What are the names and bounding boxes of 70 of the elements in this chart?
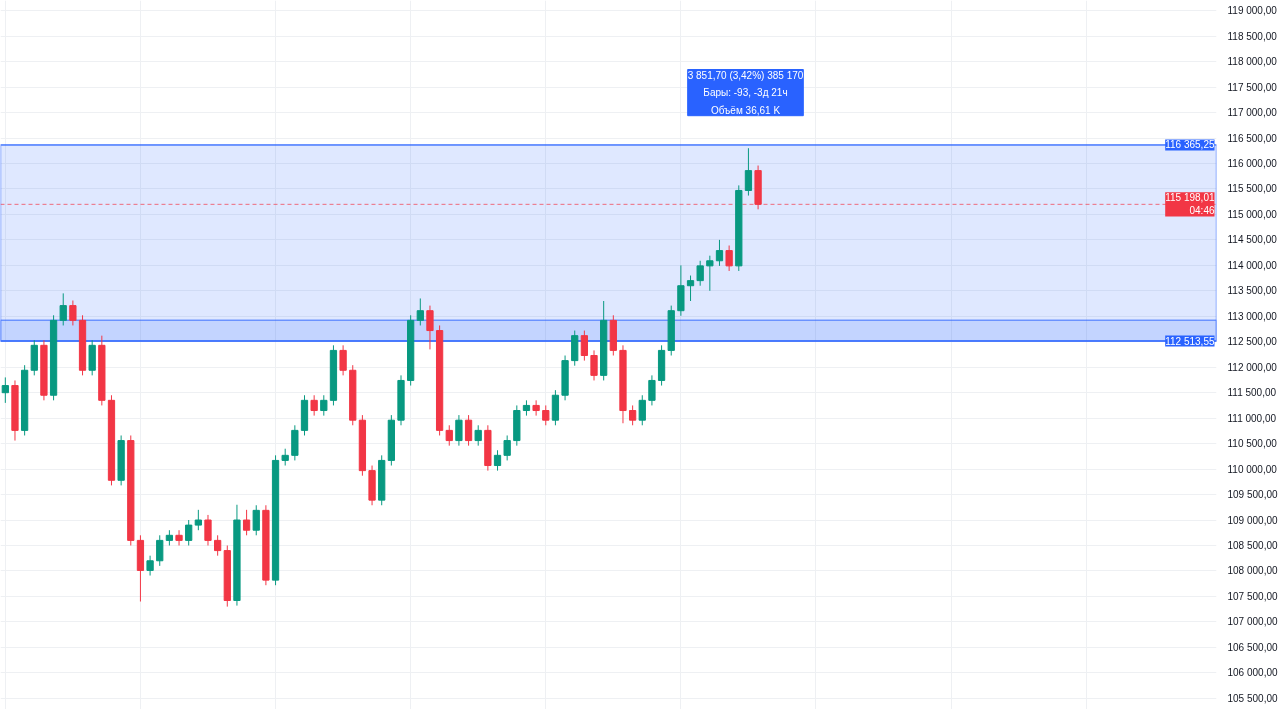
y-tick-label: 111 500,00 (1227, 387, 1277, 399)
candlestick (204, 514, 212, 546)
y-tick-label: 106 500,00 (1227, 641, 1278, 653)
y-tick-label: 118 500,00 (1227, 30, 1278, 42)
candlestick (696, 260, 704, 287)
y-tick-label: 116 000,00 (1227, 157, 1278, 169)
candlestick (146, 555, 154, 577)
y-tick-label: 112 500,00 (1227, 336, 1278, 348)
candlestick (628, 404, 637, 426)
candlestick (493, 449, 502, 472)
y-tick-label: 116 500,00 (1227, 132, 1278, 144)
annotation: 3 851,70 (3,42%) 385 170 (687, 69, 804, 81)
y-tick-label: 106 000,00 (1227, 667, 1278, 679)
y-tick-label: 113 500,00 (1227, 285, 1278, 297)
candlestick (474, 424, 482, 447)
candlestick (464, 414, 473, 447)
y-tick-label: 112 000,00 (1227, 361, 1278, 373)
y-tick-label: 107 500,00 (1227, 590, 1278, 602)
candlestick (320, 394, 328, 417)
candlestick (445, 424, 453, 447)
candlestick (426, 305, 434, 350)
candlestick (725, 244, 733, 272)
y-tick-label: 118 000,00 (1227, 56, 1278, 68)
candlestick (214, 534, 222, 557)
candlestick (175, 529, 183, 546)
ref-line-label: 115 198,01 04:46 (1165, 192, 1215, 217)
candlestick (532, 399, 540, 417)
y-tick-label: 107 000,00 (1227, 616, 1278, 628)
candlestick (715, 239, 724, 267)
y-tick-label: 114 500,00 (1227, 234, 1278, 246)
ref-line-label: 116 365,25 (1165, 139, 1215, 151)
candlestick (310, 394, 318, 417)
y-tick-label: 110 500,00 (1227, 438, 1278, 450)
candlestick (194, 509, 202, 531)
candlestick (156, 534, 164, 567)
ref-line-label: 112 513,55 (1165, 335, 1215, 347)
candlestick (648, 374, 656, 406)
y-tick-label: 108 000,00 (1227, 565, 1278, 577)
candlestick (590, 349, 598, 381)
y-tick-label: 117 500,00 (1227, 81, 1278, 93)
candlestick (686, 275, 695, 302)
candlestick (242, 509, 251, 536)
candlestick (339, 344, 347, 376)
y-tick-label: 113 000,00 (1227, 310, 1278, 322)
candlestick (744, 147, 753, 197)
candlestick (503, 434, 511, 461)
y-tick-label: 115 000,00 (1227, 208, 1278, 220)
candlestick (59, 292, 67, 326)
candlestick (455, 414, 463, 447)
y-tick-label: 114 000,00 (1227, 259, 1278, 271)
y-tick-label: 109 500,00 (1227, 489, 1278, 501)
annotation: Объём 36,61 K (710, 104, 781, 116)
y-tick-label: 109 000,00 (1227, 514, 1278, 526)
candlestick (706, 255, 714, 292)
candlestick (638, 394, 646, 426)
y-tick-label: 117 000,00 (1227, 107, 1278, 119)
candlestick (542, 404, 550, 426)
y-tick-label: 119 000,00 (1227, 5, 1278, 17)
candlestick (252, 504, 260, 536)
y-tick-label: 115 500,00 (1227, 183, 1278, 195)
candlestick (69, 300, 77, 326)
candlestick (416, 297, 424, 326)
candlestick (580, 330, 589, 362)
y-tick-label: 110 000,00 (1227, 463, 1278, 475)
y-tick-label: 105 500,00 (1227, 692, 1278, 704)
y-tick-label: 111 000,00 (1227, 412, 1277, 424)
annotation: Бары: -93, -3д 21ч (703, 87, 788, 99)
candlestick (1, 376, 9, 404)
candlestick (185, 519, 193, 546)
y-tick-label: 108 500,00 (1227, 539, 1278, 551)
